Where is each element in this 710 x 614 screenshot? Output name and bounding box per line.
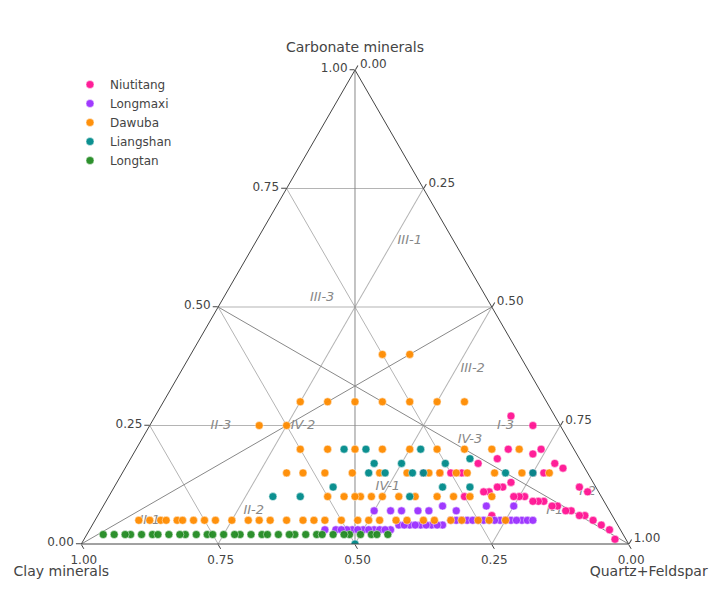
svg-text:0.00: 0.00 xyxy=(47,535,74,549)
svg-text:IV-2: IV-2 xyxy=(291,417,316,432)
svg-text:0.75: 0.75 xyxy=(252,180,279,194)
svg-text:III-3: III-3 xyxy=(310,289,334,304)
svg-text:0.50: 0.50 xyxy=(344,553,371,567)
svg-text:1.00: 1.00 xyxy=(70,553,97,567)
svg-text:Carbonate minerals: Carbonate minerals xyxy=(286,39,424,55)
svg-text:Longmaxi: Longmaxi xyxy=(110,97,169,111)
svg-text:Quartz+Feldspar: Quartz+Feldspar xyxy=(590,563,708,579)
svg-text:Dawuba: Dawuba xyxy=(110,116,159,130)
svg-text:Clay minerals: Clay minerals xyxy=(14,563,110,579)
svg-text:II-3: II-3 xyxy=(211,417,232,432)
svg-text:0.75: 0.75 xyxy=(207,553,234,567)
svg-text:1.00: 1.00 xyxy=(321,61,348,75)
svg-text:Longtan: Longtan xyxy=(110,154,159,168)
svg-text:0.00: 0.00 xyxy=(360,57,387,71)
svg-text:Niutitang: Niutitang xyxy=(110,78,165,92)
svg-text:0.00: 0.00 xyxy=(618,553,645,567)
svg-text:I-3: I-3 xyxy=(497,417,514,432)
svg-text:III-2: III-2 xyxy=(460,360,484,375)
svg-text:0.50: 0.50 xyxy=(497,294,524,308)
svg-text:0.25: 0.25 xyxy=(116,417,143,431)
svg-text:I-2: I-2 xyxy=(579,483,596,498)
svg-text:IV-1: IV-1 xyxy=(376,478,401,493)
svg-text:II-2: II-2 xyxy=(243,502,264,517)
svg-text:IV-3: IV-3 xyxy=(458,431,483,446)
svg-text:I-1: I-1 xyxy=(546,502,563,517)
svg-text:1.00: 1.00 xyxy=(634,531,661,545)
svg-text:0.50: 0.50 xyxy=(184,298,211,312)
svg-text:0.25: 0.25 xyxy=(481,553,508,567)
svg-text:Liangshan: Liangshan xyxy=(110,135,171,149)
svg-text:III-1: III-1 xyxy=(398,232,422,247)
svg-text:II-1: II-1 xyxy=(139,512,160,527)
svg-text:0.75: 0.75 xyxy=(565,413,592,427)
svg-text:0.25: 0.25 xyxy=(428,176,455,190)
